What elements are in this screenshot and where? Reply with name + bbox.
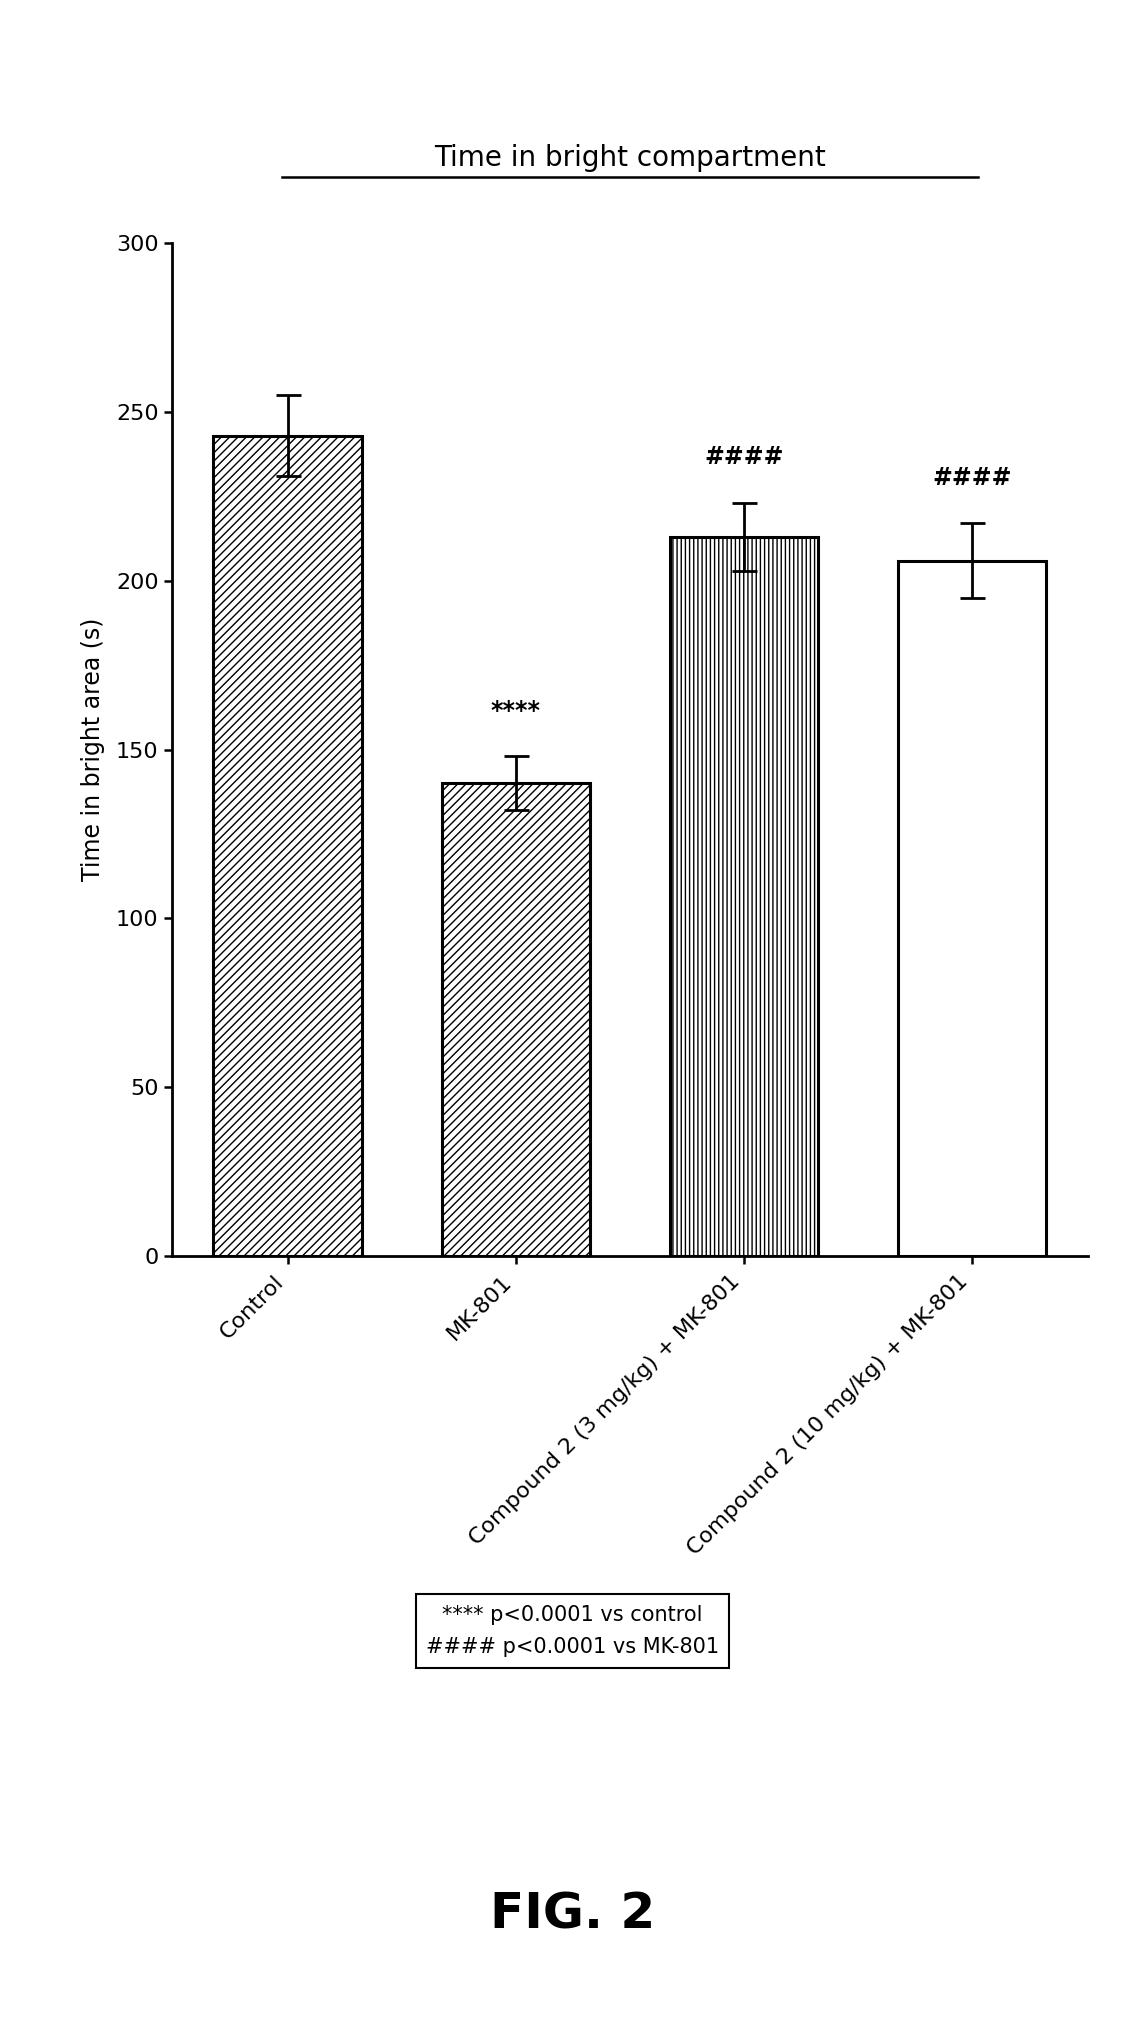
Text: ****: **** [491,699,540,723]
Text: **** p<0.0001 vs control
#### p<0.0001 vs MK-801: **** p<0.0001 vs control #### p<0.0001 v… [426,1605,719,1657]
Bar [898,561,1047,1256]
Y-axis label: Time in bright area (s): Time in bright area (s) [81,618,105,881]
Bar [213,436,362,1256]
Text: Time in bright compartment: Time in bright compartment [434,144,826,172]
Bar [670,537,818,1256]
Text: ####: #### [932,466,1012,490]
Text: FIG. 2: FIG. 2 [490,1890,655,1939]
Bar [442,784,590,1256]
Text: ####: #### [704,446,783,470]
